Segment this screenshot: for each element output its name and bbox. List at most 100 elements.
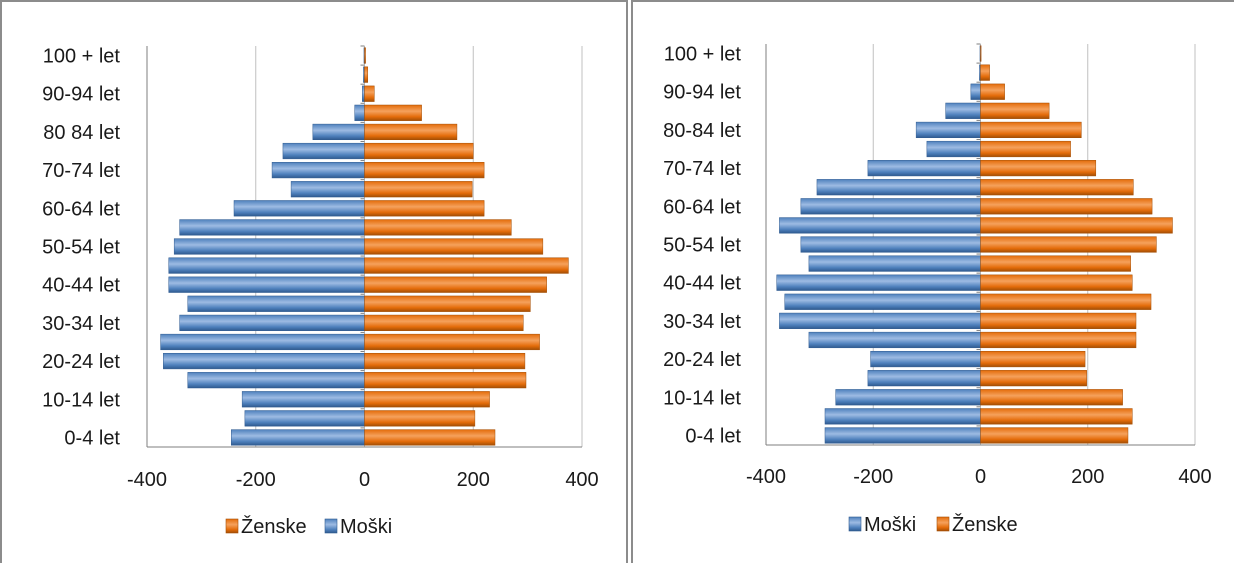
bar-zenske (364, 333, 540, 351)
population-pyramid-right: 100 + let 90-94 let 80-84 let 70-74 let 60-6… (663, 43, 1212, 536)
bar-zenske (980, 408, 1133, 425)
x-tick-label: -400 (746, 466, 786, 488)
bar-moski (824, 427, 981, 444)
legend-swatch-zenske (936, 516, 950, 532)
category-label: 70-74 let (42, 160, 120, 182)
bar-zenske (980, 293, 1152, 310)
legend-label: Moški (864, 514, 916, 536)
category-label: 50-54 let (663, 235, 741, 257)
bar-moski (784, 293, 981, 310)
population-pyramid-left: 100 + let 90-94 let 80 84 let 70-74 let 60-6… (42, 45, 599, 538)
category-label: 40-44 let (663, 273, 741, 295)
bar-zenske (364, 391, 490, 408)
category-label: 10-14 let (42, 389, 120, 411)
bar-moski (800, 236, 981, 253)
legend-swatch-zenske (225, 518, 239, 534)
bar-zenske (980, 179, 1134, 196)
category-label: 70-74 let (663, 158, 741, 180)
bar-zenske (980, 83, 1005, 100)
bar-zenske (980, 274, 1133, 291)
legend-swatch-moski (324, 518, 338, 534)
bar-moski (926, 140, 981, 158)
bar-moski (241, 391, 365, 408)
bar-moski (244, 410, 365, 427)
x-tick-label: -200 (853, 466, 893, 488)
bar-zenske (980, 236, 1157, 253)
bar-zenske (980, 255, 1131, 272)
legend-swatch-moski (848, 516, 862, 532)
bar-zenske (364, 276, 547, 293)
bar-moski (173, 238, 365, 255)
category-label: 80-84 let (663, 120, 741, 142)
category-label: 40-44 let (42, 275, 120, 297)
bar-zenske (364, 352, 526, 370)
bar-moski (168, 257, 365, 274)
category-label: 10-14 let (663, 387, 741, 409)
bar-zenske (980, 370, 1087, 387)
bar-zenske (980, 121, 1082, 139)
category-label: 0-4 let (685, 425, 741, 447)
bar-moski (945, 102, 981, 119)
bar-moski (776, 274, 981, 291)
bar-moski (779, 312, 981, 329)
bar-moski (808, 255, 981, 272)
bar-zenske (364, 142, 474, 160)
bar-zenske (980, 102, 1050, 119)
bar-zenske (980, 64, 990, 81)
bar-zenske (980, 160, 1097, 177)
category-label: 20-24 let (663, 349, 741, 371)
x-tick-label: 400 (1178, 466, 1211, 488)
x-tick-label: 0 (359, 469, 370, 491)
bar-moski (867, 160, 981, 177)
bar-moski (779, 217, 981, 234)
bar-zenske (980, 45, 982, 62)
bar-zenske (980, 217, 1173, 234)
bar-moski (160, 333, 365, 351)
bar-zenske (364, 372, 527, 389)
bar-moski (800, 198, 981, 215)
bar-zenske (980, 350, 1086, 368)
bar-zenske (364, 219, 512, 236)
bar-zenske (364, 47, 366, 64)
bar-zenske (364, 181, 473, 198)
bar-zenske (364, 66, 369, 83)
category-label: 100 + let (43, 46, 121, 68)
category-label: 30-34 let (42, 313, 120, 335)
bar-zenske (980, 140, 1071, 158)
bar-zenske (980, 389, 1123, 406)
legend-label: Ženske (952, 513, 1018, 536)
category-label: 60-64 let (663, 196, 741, 218)
bar-moski (835, 389, 981, 406)
legend-label: Moški (340, 516, 392, 538)
bar-moski (354, 104, 365, 121)
bar-zenske (364, 162, 485, 179)
chart-panel-right: 100 + let 90-94 let 80-84 let 70-74 let 60-6… (631, 0, 1234, 563)
bar-moski (163, 352, 365, 370)
bar-zenske (364, 123, 458, 141)
category-label: 90-94 let (663, 82, 741, 104)
bar-moski (231, 429, 365, 446)
bar-zenske (364, 257, 569, 274)
bar-moski (970, 83, 981, 100)
legend-label: Ženske (241, 515, 307, 538)
bar-moski (168, 276, 365, 293)
bar-moski (271, 162, 365, 179)
x-tick-label: -400 (127, 469, 167, 491)
bar-moski (915, 121, 981, 139)
category-label: 50-54 let (42, 237, 120, 259)
bar-zenske (364, 410, 476, 427)
bar-moski (824, 408, 981, 425)
x-tick-label: -200 (236, 469, 276, 491)
bar-zenske (980, 312, 1137, 329)
bar-moski (233, 200, 365, 217)
bar-moski (870, 350, 981, 368)
x-tick-label: 0 (975, 466, 986, 488)
bar-moski (808, 331, 981, 349)
bar-moski (362, 85, 365, 102)
bar-zenske (364, 314, 524, 331)
bar-zenske (980, 331, 1137, 349)
bar-moski (179, 219, 365, 236)
bar-zenske (980, 427, 1129, 444)
bar-moski (816, 179, 981, 196)
bar-zenske (364, 238, 544, 255)
